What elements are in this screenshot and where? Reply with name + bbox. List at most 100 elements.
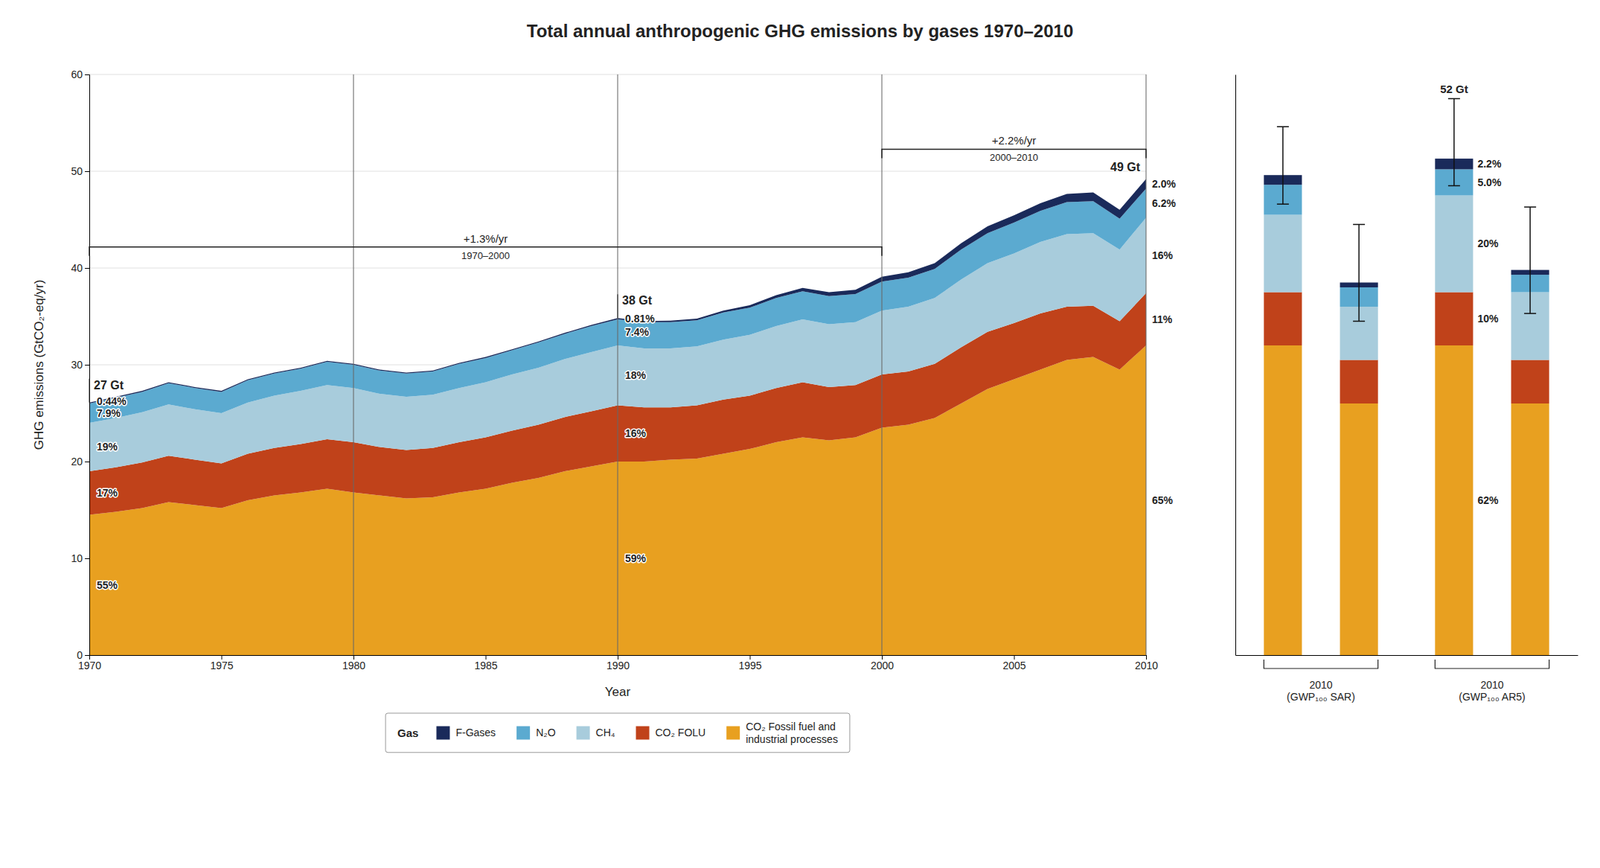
title: Total annual anthropogenic GHG emissions…	[526, 20, 1074, 41]
text-line: N₂O	[535, 726, 556, 739]
y-tick-label: 20	[70, 455, 83, 468]
y-tick-label: 0	[76, 648, 83, 661]
share-label: 7.9%	[96, 407, 121, 419]
error-bar-cap	[1524, 312, 1536, 315]
x-tick-label: 2000	[870, 659, 894, 672]
x-tick-label: 1985	[474, 659, 498, 672]
share-label: 0.44%	[96, 395, 127, 408]
chart: Total annual anthropogenic GHG emissions…	[0, 0, 1600, 868]
share-label: 6.2%	[1152, 197, 1176, 210]
legend-swatch	[636, 726, 650, 740]
legend-label: CO₂ Fossil fuel andindustrial processes	[745, 720, 838, 745]
y-tick-label: 10	[70, 552, 83, 565]
bar-x-axis	[1236, 654, 1579, 656]
bar-segment	[1263, 292, 1302, 347]
x-tick-label: 1980	[342, 659, 366, 672]
x-tick: 1985	[474, 654, 498, 672]
share-label: 11%	[1152, 313, 1173, 326]
x-tick-label: 1975	[209, 659, 233, 672]
bar-x-axis-line	[1236, 654, 1579, 656]
share-label: 19%	[96, 440, 119, 453]
text-line: 2010	[1480, 678, 1504, 691]
legend-item: N₂O	[516, 726, 556, 740]
growth-rate: +2.2%/yr	[992, 133, 1037, 147]
error-bar-cap	[1524, 206, 1536, 208]
y-tick-label: 50	[70, 165, 83, 178]
error-bar-cap	[1352, 320, 1365, 323]
error-bar-cap	[1277, 203, 1289, 205]
error-bar-stem	[1358, 224, 1360, 322]
error-bar-cap	[1448, 98, 1461, 100]
y-tick: 40	[70, 261, 90, 274]
legend-swatch	[436, 726, 450, 740]
bar-segment	[1434, 292, 1473, 347]
text-line: CO₂ Fossil fuel and	[745, 720, 836, 733]
text-line: F-Gases	[455, 726, 496, 739]
bar-segment	[1511, 403, 1550, 655]
growth-rate: +1.3%/yr	[463, 232, 509, 245]
y-tick-mark	[84, 558, 90, 559]
bar-area	[1263, 98, 1549, 656]
total-label: 38 Gt	[622, 293, 653, 307]
y-tick-mark	[84, 267, 90, 269]
legend-label: CO₂ FOLU	[655, 726, 707, 739]
x-tick: 1995	[738, 654, 762, 672]
bar-segment	[1434, 195, 1473, 293]
y-tick: 30	[70, 358, 90, 371]
legend-item: CO₂ Fossil fuel andindustrial processes	[726, 720, 838, 745]
grid	[89, 74, 1147, 655]
error-bar-stem	[1529, 206, 1531, 314]
legend-box	[385, 712, 850, 753]
x-tick: 2010	[1134, 654, 1158, 672]
reference-lines	[353, 74, 1147, 655]
share-label: 62%	[1477, 494, 1499, 507]
annotations: 27 Gt55%17%19%7.9%0.44%38 Gt59%16%18%7.4…	[89, 160, 1176, 591]
text-line: (GWP₁₀₀ AR5)	[1458, 690, 1525, 703]
text-line: (GWP₁₀₀ SAR)	[1286, 690, 1356, 703]
reference-line	[1145, 74, 1147, 655]
share-label: 10%	[1477, 312, 1499, 325]
share-label: 16%	[625, 427, 647, 440]
legend-label: CH₄	[596, 726, 616, 739]
share-label: 55%	[96, 578, 119, 591]
legend-title: Gas	[397, 726, 419, 739]
bar-series	[1263, 195, 1549, 361]
share-label: 5.0%	[1477, 176, 1502, 189]
x-tick: 1990	[606, 654, 630, 672]
y-tick-label: 40	[70, 261, 83, 274]
share-label: 17%	[96, 486, 119, 499]
legend-label: N₂O	[535, 726, 556, 739]
text-line: CO₂ FOLU	[655, 726, 707, 739]
group-label: 2010(GWP₁₀₀ AR5)	[1458, 678, 1525, 704]
x-axis-title: Year	[605, 684, 632, 699]
legend-swatch	[516, 726, 530, 740]
x-tick: 1975	[209, 654, 233, 672]
legend-swatch	[576, 726, 591, 740]
bar-segment	[1340, 403, 1379, 655]
x-axis: 197019751980198519901995200020052010	[78, 654, 1158, 672]
share-label: 20%	[1477, 237, 1499, 250]
y-tick-mark	[84, 461, 90, 463]
bar-y-axis-line	[1235, 75, 1237, 656]
bar-series	[1263, 345, 1549, 655]
growth-period: 1970–2000	[461, 250, 510, 262]
x-tick-label: 1970	[78, 659, 102, 672]
bar-series	[1263, 158, 1549, 288]
x-tick-label: 1995	[738, 659, 762, 672]
share-label: 16%	[1152, 249, 1174, 262]
bar-segment	[1434, 345, 1473, 655]
total-leader	[617, 293, 619, 318]
x-tick: 1980	[342, 654, 366, 672]
share-label: 2.2%	[1477, 157, 1502, 170]
y-tick: 10	[70, 552, 90, 565]
share-label: 65%	[1152, 494, 1174, 507]
y-axis-title: GHG emissions (GtCO₂-eq/yr)	[32, 279, 47, 451]
bar-segment	[1340, 360, 1379, 405]
y-axis-line	[84, 75, 91, 656]
total-label: 52 Gt	[1440, 82, 1469, 96]
legend-item: CO₂ FOLU	[636, 726, 707, 740]
bar-annotations: 62% 10% 20% 5.0% 2.2% 52 Gt	[1440, 82, 1502, 507]
group-bracket	[1263, 659, 1378, 669]
text-line: industrial processes	[745, 733, 838, 745]
group-bracket	[1434, 659, 1549, 669]
